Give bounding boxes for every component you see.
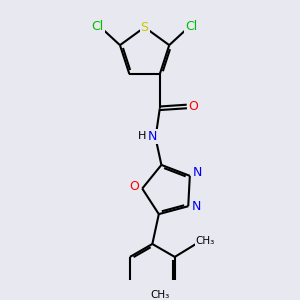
Text: H: H <box>138 131 146 141</box>
Text: N: N <box>148 130 157 143</box>
Text: CH₃: CH₃ <box>195 236 214 246</box>
Text: N: N <box>193 167 203 179</box>
Text: Cl: Cl <box>92 20 104 33</box>
Text: CH₃: CH₃ <box>151 290 170 300</box>
Text: O: O <box>188 100 198 113</box>
Text: Cl: Cl <box>185 20 198 33</box>
Text: S: S <box>141 21 148 34</box>
Text: O: O <box>129 180 139 193</box>
Text: N: N <box>191 200 201 213</box>
